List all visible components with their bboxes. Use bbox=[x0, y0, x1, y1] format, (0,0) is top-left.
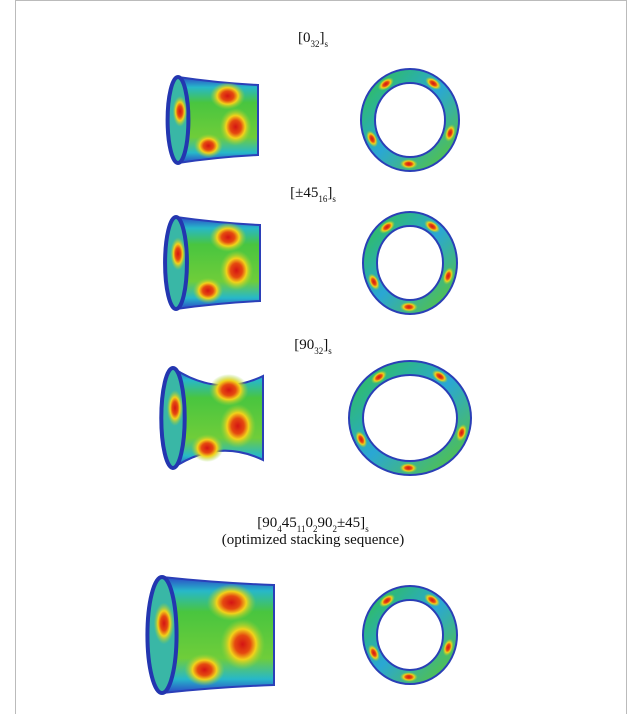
stress-spot bbox=[355, 430, 368, 448]
stress-spot bbox=[192, 277, 224, 304]
stress-spot bbox=[444, 124, 456, 142]
label-text: ] bbox=[327, 185, 332, 201]
label-text: 90 bbox=[317, 515, 332, 531]
label-text: ] bbox=[319, 30, 324, 46]
subscript: s bbox=[332, 194, 336, 204]
stress-spot bbox=[371, 370, 387, 384]
subscript: 32 bbox=[310, 39, 319, 49]
stress-spot bbox=[424, 219, 441, 233]
stress-spot bbox=[424, 593, 441, 607]
stress-spot bbox=[399, 671, 418, 682]
stress-spot bbox=[367, 644, 380, 662]
stress-spot bbox=[442, 638, 454, 657]
label-text: [0 bbox=[298, 30, 311, 46]
stress-spot bbox=[399, 301, 418, 312]
stress-spot bbox=[194, 133, 223, 158]
label-text: 0 bbox=[305, 515, 313, 531]
ring bbox=[350, 362, 470, 474]
label-text: [90 bbox=[294, 337, 314, 353]
label-text: 45 bbox=[282, 515, 297, 531]
label-text: [90 bbox=[257, 515, 277, 531]
stress-spot bbox=[399, 158, 418, 169]
stress-spot bbox=[172, 95, 188, 127]
panel-label: [9032]s bbox=[294, 337, 332, 356]
panel: [904451102902±45]s(optimized stacking se… bbox=[145, 515, 458, 695]
stress-spot bbox=[210, 82, 246, 110]
label-text: ] bbox=[323, 337, 328, 353]
label-text: [±45 bbox=[290, 185, 318, 201]
label-text: ±45] bbox=[337, 515, 365, 531]
subscript: s bbox=[328, 346, 332, 356]
stress-spot bbox=[219, 404, 256, 448]
stress-spot bbox=[366, 130, 378, 148]
stress-spot bbox=[209, 374, 249, 406]
stress-spot bbox=[209, 222, 247, 252]
stress-spot bbox=[153, 602, 175, 645]
subscript: 16 bbox=[318, 194, 328, 204]
stress-spot bbox=[220, 618, 266, 670]
stress-spot bbox=[206, 583, 257, 622]
stress-spot bbox=[184, 653, 225, 687]
stress-spot bbox=[219, 250, 254, 291]
stress-spot bbox=[425, 76, 442, 90]
panels: [032]s[±4516]s[9032]s[904451102902±45]s(… bbox=[145, 30, 472, 695]
panel-label: (optimized stacking sequence) bbox=[222, 532, 404, 548]
subscript: 32 bbox=[314, 346, 323, 356]
subscript: 4 bbox=[277, 524, 282, 534]
panel-label: [±4516]s bbox=[290, 185, 336, 204]
stress-spot bbox=[166, 390, 184, 426]
stress-spot bbox=[399, 462, 418, 473]
panel-label: [904451102902±45]s bbox=[257, 515, 369, 534]
subscript: 2 bbox=[313, 524, 318, 534]
stress-spot bbox=[379, 220, 395, 234]
stress-spot bbox=[431, 369, 448, 383]
subscript: 2 bbox=[332, 524, 337, 534]
panel-label: [032]s bbox=[298, 30, 329, 49]
stress-spot bbox=[191, 434, 224, 462]
panel: [032]s bbox=[165, 30, 460, 172]
stress-spot bbox=[456, 424, 468, 442]
panel: [±4516]s bbox=[163, 185, 458, 315]
label-text: (optimized stacking sequence) bbox=[222, 532, 404, 548]
subscript: s bbox=[324, 39, 328, 49]
stress-spot bbox=[367, 273, 380, 291]
subscript: 11 bbox=[297, 524, 306, 534]
panel: [9032]s bbox=[159, 337, 472, 476]
stress-spot bbox=[377, 77, 394, 91]
stress-spot bbox=[219, 107, 252, 146]
stress-spot bbox=[379, 594, 395, 608]
stress-spot bbox=[442, 267, 454, 285]
subscript: s bbox=[365, 524, 369, 534]
stress-spot bbox=[170, 237, 186, 271]
